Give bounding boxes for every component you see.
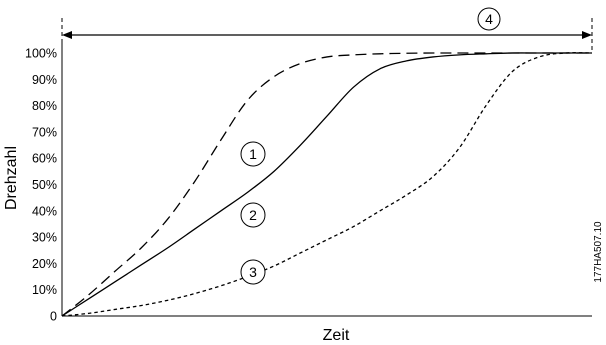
series-line-2 [61,52,592,317]
callout-2: 2 [240,202,266,228]
y-tick-label: 20% [32,257,57,271]
callout-1-label: 1 [249,146,257,162]
dimension-arrowhead-left [62,31,72,39]
y-tick-labels: 0 10% 20% 30% 40% 50% 60% 70% 80% 90% 100% [25,47,57,324]
y-tick-label: 10% [32,283,57,297]
y-tick-label: 60% [32,152,57,166]
total-time-dimension [61,18,593,52]
callout-1-circle [240,141,266,167]
callout-3: 3 [240,259,266,285]
callout-4: 4 [477,7,501,31]
callout-1: 1 [240,141,266,167]
y-axis-title: Drehzahl [3,146,20,210]
callout-3-circle [240,259,266,285]
series-line-3 [61,52,593,317]
y-tick-label: 0 [50,310,57,324]
image-code: 177HA507.10 [593,221,604,283]
y-tick-label: 50% [32,178,57,192]
callout-2-circle [240,202,266,228]
series-line-1 [61,52,592,317]
callout-2-label: 2 [249,207,257,223]
dimension-arrowhead-right [582,31,592,39]
curves [61,52,593,317]
y-tick-label: 80% [32,99,57,113]
x-axis-title: Zeit [323,327,350,344]
axes [61,40,592,317]
y-tick-label: 90% [32,73,57,87]
y-tick-label: 30% [32,231,57,245]
callout-4-circle [477,7,501,31]
callout-4-label: 4 [485,11,493,27]
y-tick-label: 40% [32,204,57,218]
y-tick-label: 100% [25,47,57,61]
y-tick-label: 70% [32,125,57,139]
callout-3-label: 3 [249,264,257,280]
